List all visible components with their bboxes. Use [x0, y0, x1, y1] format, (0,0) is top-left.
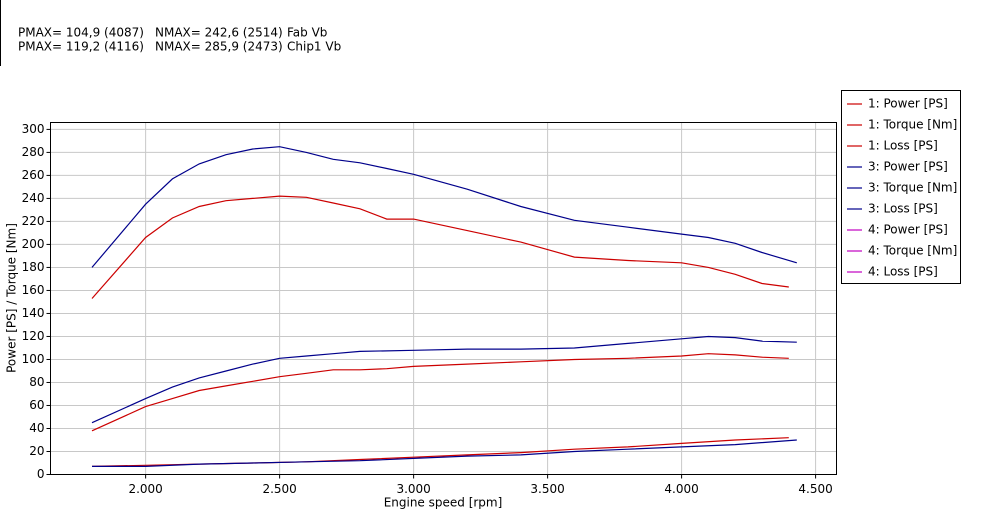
header-text: PMAX= 119,2 (4116): [18, 40, 144, 54]
y-tick-label: 100: [22, 352, 45, 366]
y-tick-label: 60: [29, 398, 44, 412]
plot-frame: [50, 122, 837, 475]
series-line: [92, 439, 797, 467]
x-tick-label: 4.000: [664, 482, 698, 496]
y-tick-label: 180: [22, 260, 45, 274]
x-axis-label: Engine speed [rpm]: [384, 496, 503, 510]
series-line: [91, 195, 789, 299]
y-tick-label: 0: [37, 467, 45, 481]
legend-label: 3: Torque [Nm]: [868, 181, 957, 195]
y-tick-label: 240: [22, 191, 45, 205]
y-tick-label: 260: [22, 168, 45, 182]
series-line: [91, 146, 797, 268]
y-tick-label: 120: [22, 329, 45, 343]
x-tick-label: 3.500: [530, 482, 564, 496]
y-tick-label: 220: [22, 214, 45, 228]
y-tick-label: 80: [29, 375, 44, 389]
header-text: NMAX= 285,9 (2473): [155, 40, 283, 54]
y-tick-label: 20: [29, 444, 44, 458]
legend-label: 3: Power [PS]: [868, 160, 948, 174]
legend-label: 4: Power [PS]: [868, 223, 948, 237]
header-text: Chip1 Vb: [287, 40, 341, 54]
x-tick-label: 2.500: [262, 482, 296, 496]
y-tick-label: 140: [22, 306, 45, 320]
legend-label: 1: Torque [Nm]: [868, 118, 957, 132]
legend-label: 3: Loss [PS]: [868, 202, 938, 216]
y-axis-label: Power [PS] / Torque [Nm]: [5, 223, 19, 373]
x-tick-label: 4.500: [798, 482, 832, 496]
legend-label: 1: Loss [PS]: [868, 139, 938, 153]
y-tick-label: 40: [29, 421, 44, 435]
header-text: Fab Vb: [287, 26, 327, 40]
header-text: NMAX= 242,6 (2514): [155, 26, 283, 40]
x-tick-label: 2.000: [128, 482, 162, 496]
y-tick-label: 200: [22, 237, 45, 251]
series-line: [91, 335, 797, 424]
header-text: PMAX= 104,9 (4087): [18, 26, 144, 40]
legend-label: 4: Torque [Nm]: [868, 244, 957, 258]
y-tick-label: 280: [22, 145, 45, 159]
x-tick-label: 3.000: [396, 482, 430, 496]
series-line: [91, 353, 789, 432]
y-tick-label: 300: [22, 122, 45, 136]
legend-label: 1: Power [PS]: [868, 97, 948, 111]
legend-label: 4: Loss [PS]: [868, 265, 938, 279]
y-tick-label: 160: [22, 283, 45, 297]
